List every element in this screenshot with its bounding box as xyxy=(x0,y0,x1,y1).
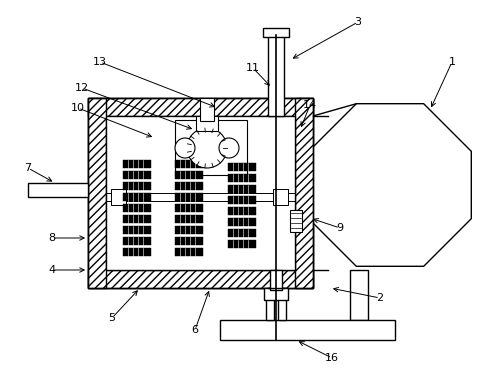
Polygon shape xyxy=(88,98,312,116)
Bar xyxy=(175,204,203,212)
Bar xyxy=(123,248,151,256)
Polygon shape xyxy=(308,104,470,266)
Text: 5: 5 xyxy=(108,313,115,323)
Bar xyxy=(175,226,203,234)
Bar xyxy=(196,116,218,131)
Bar xyxy=(227,163,256,171)
Polygon shape xyxy=(88,270,312,288)
Bar xyxy=(349,270,367,320)
Text: 4: 4 xyxy=(48,265,56,275)
Bar xyxy=(123,182,151,190)
Polygon shape xyxy=(294,98,312,288)
Bar xyxy=(227,218,256,226)
Bar xyxy=(227,196,256,204)
Text: 14: 14 xyxy=(303,100,316,110)
Bar xyxy=(88,98,312,288)
Bar xyxy=(123,204,151,212)
Circle shape xyxy=(175,138,195,158)
Bar xyxy=(175,215,203,223)
Bar xyxy=(123,171,151,179)
Bar xyxy=(123,226,151,234)
Bar xyxy=(175,237,203,245)
Circle shape xyxy=(186,128,226,168)
Bar xyxy=(123,215,151,223)
Bar xyxy=(263,28,288,37)
Bar xyxy=(289,210,302,232)
Bar xyxy=(200,98,214,121)
Bar xyxy=(227,185,256,193)
Bar xyxy=(175,248,203,256)
Bar xyxy=(28,183,88,197)
Bar xyxy=(278,288,285,320)
Bar xyxy=(272,189,287,205)
Bar xyxy=(111,189,126,205)
Polygon shape xyxy=(88,98,106,288)
Text: 7: 7 xyxy=(24,163,32,173)
Bar xyxy=(227,207,256,215)
Bar xyxy=(227,229,256,237)
Bar xyxy=(175,193,203,201)
Text: 3: 3 xyxy=(354,17,361,27)
Bar xyxy=(175,171,203,179)
Text: 1: 1 xyxy=(447,57,454,67)
Circle shape xyxy=(219,138,239,158)
Text: 16: 16 xyxy=(325,353,338,363)
Bar xyxy=(264,288,287,300)
Bar xyxy=(267,35,284,116)
Bar xyxy=(123,193,151,201)
Text: 8: 8 xyxy=(48,233,56,243)
Bar xyxy=(220,320,394,340)
Bar xyxy=(123,237,151,245)
Bar xyxy=(227,174,256,182)
Text: 12: 12 xyxy=(75,83,89,93)
Bar xyxy=(175,182,203,190)
Text: 9: 9 xyxy=(336,223,343,233)
Text: 2: 2 xyxy=(376,293,383,303)
Text: 6: 6 xyxy=(191,325,198,335)
Bar xyxy=(175,120,246,175)
Bar xyxy=(123,160,151,168)
Bar xyxy=(106,116,294,270)
Bar xyxy=(88,98,312,288)
Bar xyxy=(227,240,256,248)
Bar xyxy=(269,270,282,290)
Bar xyxy=(265,288,273,320)
Bar xyxy=(175,160,203,168)
Text: 13: 13 xyxy=(93,57,107,67)
Text: 10: 10 xyxy=(71,103,85,113)
Text: 11: 11 xyxy=(245,63,260,73)
